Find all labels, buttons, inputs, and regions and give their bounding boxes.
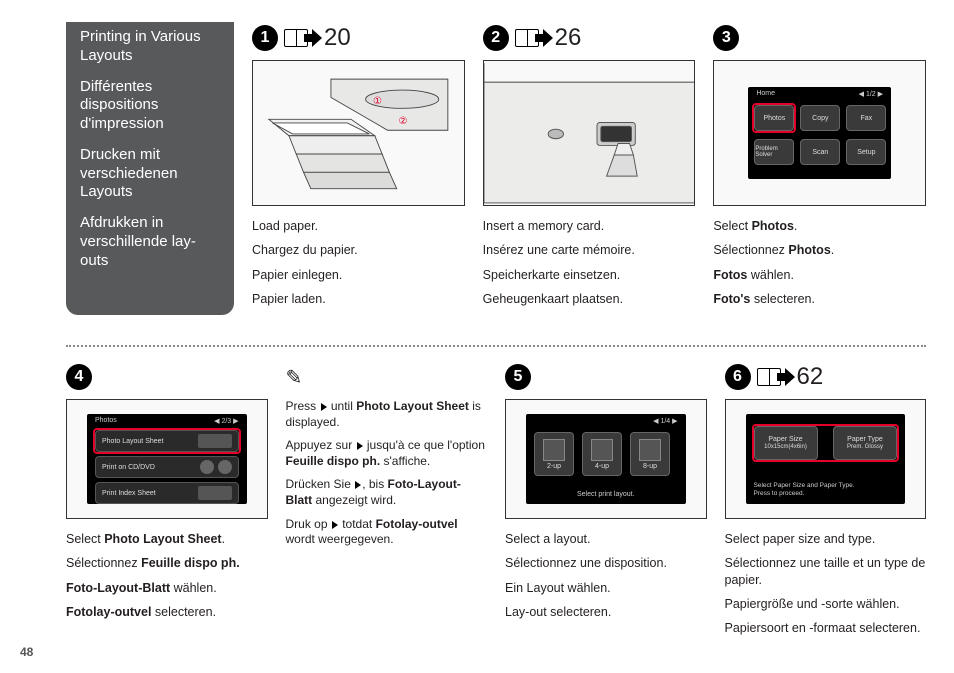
text-de: Speicherkarte einsetzen. [483, 267, 696, 283]
text-de: Papiergröße und -sorte wählen. [725, 596, 927, 612]
title-nl: Afdrukken in verschillende lay-outs [80, 214, 220, 270]
text-en: Insert a memory card. [483, 218, 696, 234]
chip-4up: 4-up [582, 432, 622, 476]
illustration-paper-size-type: Paper Size 10x15cm(4x6in) Paper Type Pre… [725, 399, 927, 519]
step-5: 5 ◀ 1/4 ▶ 2-up 4-up [505, 361, 707, 644]
text-en: Select paper size and type. [725, 531, 927, 547]
note-nl: Druk op totdat Fotolay-outvel wordt weer… [286, 517, 488, 548]
title-en: Printing in Various Layouts [80, 28, 220, 66]
text-en: Load paper. [252, 218, 465, 234]
callout-1: ① [373, 96, 382, 107]
step-number: 1 [252, 25, 278, 51]
illustration-load-paper: ① ② [252, 60, 465, 206]
btn-fax: Fax [846, 105, 886, 131]
note-en: Press until Photo Layout Sheet is displa… [286, 399, 488, 430]
text-fr: Sélectionnez une taille et un type de pa… [725, 555, 927, 588]
text-fr: Insérez une carte mémoire. [483, 242, 696, 258]
text-fr: Sélectionnez Feuille dispo ph. [66, 555, 268, 571]
chip-2up: 2-up [534, 432, 574, 476]
title-fr: Différentes dispositions d'impression [80, 78, 220, 134]
note-de: Drücken Sie , bis Foto-Layout-Blatt ange… [286, 477, 488, 508]
page-number: 48 [20, 645, 33, 659]
sidebar-titles: Printing in Various Layouts Différentes … [66, 22, 234, 315]
page-reference: 20 [324, 24, 351, 52]
step-3: 3 Home ◀ 1/2 ▶ Photos Copy Fax Problem S… [713, 22, 926, 315]
screen-title-right: ◀ 1/4 ▶ [653, 417, 677, 425]
text-nl: Papier laden. [252, 291, 465, 307]
chip-paper-size: Paper Size 10x15cm(4x6in) [754, 426, 818, 460]
text-nl: Lay-out selecteren. [505, 604, 707, 620]
screen-title-right: ◀ 1/2 ▶ [859, 90, 883, 98]
step-6: 6 62 Paper Size 10x15cm(4x6in) Paper Typ… [725, 361, 927, 644]
page-reference: 26 [555, 24, 582, 52]
illustration-photo-layout-sheet: Photos ◀ 2/3 ▶ Photo Layout Sheet Print … [66, 399, 268, 519]
chip-paper-type: Paper Type Prem. Glossy [833, 426, 897, 460]
text-de: Papier einlegen. [252, 267, 465, 283]
text-nl: Papiersoort en -formaat selecteren. [725, 620, 927, 636]
step-number: 4 [66, 364, 92, 390]
note-fr: Appuyez sur jusqu'à ce que l'option Feui… [286, 438, 488, 469]
text-fr: Sélectionnez Photos. [713, 242, 926, 258]
illustration-insert-card [483, 60, 696, 206]
triangle-right-icon [355, 481, 361, 489]
btn-setup: Setup [846, 139, 886, 165]
note-column: ✎ Press until Photo Layout Sheet is disp… [286, 361, 488, 644]
pencil-icon: ✎ [286, 365, 303, 390]
triangle-right-icon [332, 521, 338, 529]
text-en: Select Photos. [713, 218, 926, 234]
row-index-sheet: Print Index Sheet [102, 490, 194, 497]
screen-title-left: Photos [95, 417, 117, 425]
text-fr: Sélectionnez une disposition. [505, 555, 707, 571]
callout-2: ② [399, 116, 408, 127]
screen-caption: Select Paper Size and Paper Type. Press … [754, 482, 898, 498]
btn-scan: Scan [800, 139, 840, 165]
text-de: Foto-Layout-Blatt wählen. [66, 580, 268, 596]
page-reference: 62 [797, 363, 824, 391]
step-1: 1 20 [252, 22, 465, 315]
triangle-right-icon [357, 442, 363, 450]
text-en: Select a layout. [505, 531, 707, 547]
divider-dotted [66, 345, 926, 347]
step-number: 5 [505, 364, 531, 390]
illustration-select-photos: Home ◀ 1/2 ▶ Photos Copy Fax Problem Sol… [713, 60, 926, 206]
row-print-cd: Print on CD/DVD [102, 464, 196, 471]
step-4: 4 Photos ◀ 2/3 ▶ Photo Layout Sheet Prin… [66, 361, 268, 644]
chip-8up: 8-up [630, 432, 670, 476]
text-nl: Fotolay-outvel selecteren. [66, 604, 268, 620]
text-de: Ein Layout wählen. [505, 580, 707, 596]
text-de: Fotos wählen. [713, 267, 926, 283]
triangle-right-icon [321, 403, 327, 411]
text-en: Select Photo Layout Sheet. [66, 531, 268, 547]
row-photo-layout: Photo Layout Sheet [102, 438, 194, 445]
title-de: Drucken mit verschiedenen Layouts [80, 146, 220, 202]
step-number: 3 [713, 25, 739, 51]
text-nl: Geheugenkaart plaatsen. [483, 291, 696, 307]
step-2: 2 26 [483, 22, 696, 315]
btn-copy: Copy [800, 105, 840, 131]
screen-title-left: Home [756, 90, 775, 98]
step-number: 2 [483, 25, 509, 51]
screen-caption: Select print layout. [526, 491, 686, 498]
step-number: 6 [725, 364, 751, 390]
text-fr: Chargez du papier. [252, 242, 465, 258]
btn-photos: Photos [754, 105, 794, 131]
text-nl: Foto's selecteren. [713, 291, 926, 307]
illustration-select-layout: ◀ 1/4 ▶ 2-up 4-up 8-up Select print la [505, 399, 707, 519]
screen-title-right: ◀ 2/3 ▶ [214, 417, 238, 425]
btn-problem-solver: Problem Solver [754, 139, 794, 165]
